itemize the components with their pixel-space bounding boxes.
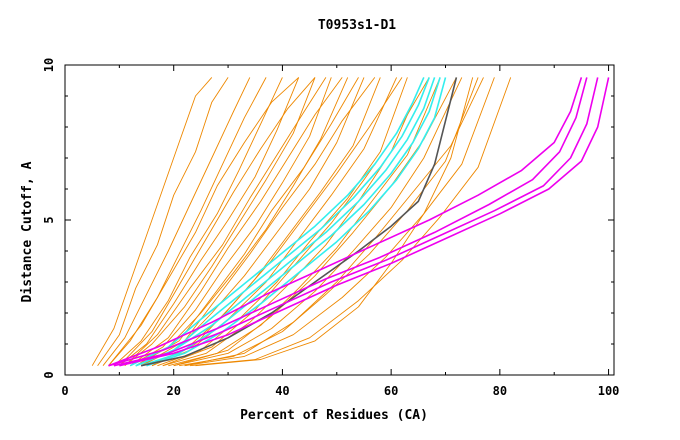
series-line-cyan-5 xyxy=(135,77,430,367)
series-line-orange-22 xyxy=(140,77,376,367)
series-line-orange-19 xyxy=(189,77,512,367)
series-line-orange-28 xyxy=(124,77,327,367)
series-line-orange-27 xyxy=(108,77,300,366)
series-line-orange-13 xyxy=(157,77,408,367)
x-tick-label: 100 xyxy=(598,384,620,398)
tick-layer: 0 20 40 60 80 100 0 5 10 xyxy=(42,58,619,398)
series-line-orange-20 xyxy=(119,77,316,367)
series-line-orange-12 xyxy=(151,77,398,367)
series-line-orange-17 xyxy=(179,77,479,367)
x-tick-label: 20 xyxy=(166,384,180,398)
series-line-magenta-3 xyxy=(119,77,610,367)
y-tick-label: 5 xyxy=(42,216,56,223)
series-line-cyan-1 xyxy=(135,77,436,367)
series-line-orange-18 xyxy=(184,77,495,367)
series-line-magenta-2 xyxy=(113,77,599,367)
series-line-orange-30 xyxy=(195,77,474,367)
series-line-orange-23 xyxy=(151,77,403,367)
series-line-orange-16 xyxy=(173,77,463,367)
series-line-orange-21 xyxy=(129,77,343,367)
x-tick-label: 80 xyxy=(493,384,507,398)
series-line-orange-01 xyxy=(91,77,213,366)
x-tick-label: 0 xyxy=(61,384,68,398)
x-axis-title: Percent of Residues (CA) xyxy=(240,408,428,423)
series-line-orange-07 xyxy=(124,77,316,367)
y-tick-label: 0 xyxy=(42,371,56,378)
series-line-orange-05 xyxy=(113,77,283,367)
series-line-orange-26 xyxy=(184,77,484,367)
series-line-orange-02 xyxy=(97,77,229,366)
series-line-orange-06 xyxy=(119,77,300,367)
series-line-orange-10 xyxy=(140,77,365,367)
series-line-orange-03 xyxy=(102,77,251,366)
chart-title: T0953s1-D1 xyxy=(318,18,396,33)
x-tick-label: 40 xyxy=(275,384,289,398)
series-layer xyxy=(91,77,610,367)
x-tick-label: 60 xyxy=(384,384,398,398)
series-line-magenta-4 xyxy=(108,77,583,367)
y-tick-label: 10 xyxy=(42,58,56,72)
series-line-orange-15 xyxy=(168,77,441,367)
series-line-orange-08 xyxy=(129,77,332,367)
series-line-cyan-2 xyxy=(140,77,441,367)
series-line-cyan-3 xyxy=(129,77,425,367)
series-line-cyan-4 xyxy=(146,77,447,367)
series-line-dark-1 xyxy=(140,77,458,367)
series-line-magenta-1 xyxy=(108,77,588,367)
y-axis-title: Distance Cutoff, A xyxy=(20,161,35,302)
